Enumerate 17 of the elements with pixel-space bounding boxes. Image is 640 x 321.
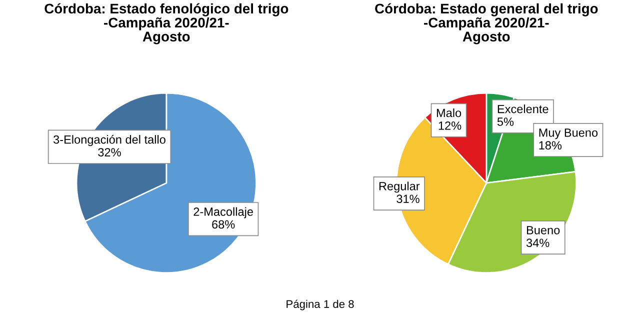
chart-title: Córdoba: Estado fenológico del trigo -Campaña 2020/21- Agosto bbox=[44, 3, 288, 44]
slice-label: 3-Elongación del tallo bbox=[53, 134, 166, 146]
data-label: 5% bbox=[497, 118, 514, 126]
data-label: 68% bbox=[212, 220, 235, 229]
data-label: 32% bbox=[98, 148, 121, 156]
slice-label: Muy Bueno bbox=[539, 128, 598, 140]
slice-label: Excelente bbox=[498, 104, 548, 114]
text: Página 1 de 8 bbox=[286, 300, 354, 310]
data-label: 18% bbox=[539, 141, 562, 150]
slice-label: Malo bbox=[436, 108, 462, 118]
chart-title: Córdoba: Estado general del trigo -Campaña 2020/21- Agosto bbox=[375, 3, 598, 44]
data-label: 12% bbox=[438, 121, 462, 130]
slice-label: Regular bbox=[379, 182, 420, 193]
slice-label: 2-Macollaje bbox=[194, 207, 253, 218]
slice-label: Bueno bbox=[526, 226, 560, 234]
data-label: 31% bbox=[396, 194, 420, 204]
data-label: 34% bbox=[526, 238, 550, 248]
